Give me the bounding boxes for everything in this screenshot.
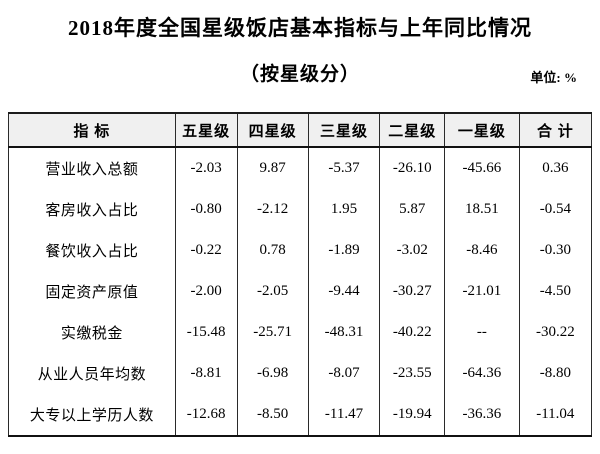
table-cell: -1.89: [307, 230, 381, 271]
row-label: 从业人员年均数: [8, 353, 176, 394]
table-cell: -5.37: [307, 147, 381, 189]
table-cell: -40.22: [379, 312, 446, 353]
table-cell: -0.54: [518, 189, 593, 230]
table-cell: 0.36: [518, 147, 593, 189]
subtitle-row: （按星级分） 单位: %: [0, 62, 600, 88]
table-cell: -2.03: [174, 147, 238, 189]
table-row: 实缴税金 -15.48 -25.71 -48.31 -40.22 -- -30.…: [8, 312, 593, 353]
table-cell: -8.46: [444, 230, 520, 271]
table-cell: 9.87: [236, 147, 309, 189]
table-cell: -2.05: [236, 271, 309, 312]
table-cell: -0.22: [174, 230, 238, 271]
header-four-star: 四星级: [236, 112, 309, 148]
row-label: 实缴税金: [8, 312, 176, 353]
header-indicator: 指 标: [8, 112, 176, 148]
row-label: 营业收入总额: [8, 147, 176, 189]
header-one-star: 一星级: [444, 112, 520, 148]
table-cell: -9.44: [307, 271, 381, 312]
table-cell: -48.31: [307, 312, 381, 353]
header-two-star: 二星级: [379, 112, 446, 148]
table-cell: -8.07: [307, 353, 381, 394]
table-cell: 18.51: [444, 189, 520, 230]
table-cell: -12.68: [174, 394, 238, 437]
row-label: 餐饮收入占比: [8, 230, 176, 271]
table-cell: -36.36: [444, 394, 520, 437]
header-five-star: 五星级: [174, 112, 238, 148]
table-row: 固定资产原值 -2.00 -2.05 -9.44 -30.27 -21.01 -…: [8, 271, 593, 312]
table-cell: -26.10: [379, 147, 446, 189]
table-cell: -21.01: [444, 271, 520, 312]
table-cell: -23.55: [379, 353, 446, 394]
table-cell: -8.81: [174, 353, 238, 394]
table-cell: 1.95: [307, 189, 381, 230]
unit-label: 单位: %: [530, 70, 577, 85]
table-cell: -64.36: [444, 353, 520, 394]
table-cell: -8.50: [236, 394, 309, 437]
table-cell: -0.30: [518, 230, 593, 271]
table-cell: -11.47: [307, 394, 381, 437]
table-cell: 5.87: [379, 189, 446, 230]
table-cell: -4.50: [518, 271, 593, 312]
table-cell: -19.94: [379, 394, 446, 437]
table-cell: -0.80: [174, 189, 238, 230]
table-cell: -2.00: [174, 271, 238, 312]
table-row: 从业人员年均数 -8.81 -6.98 -8.07 -23.55 -64.36 …: [8, 353, 593, 394]
document-page: 2018年度全国星级饭店基本指标与上年同比情况 （按星级分） 单位: % 指 标…: [0, 14, 600, 454]
table-cell: -25.71: [236, 312, 309, 353]
table-cell: -15.48: [174, 312, 238, 353]
table-cell: -30.22: [518, 312, 593, 353]
table-row: 餐饮收入占比 -0.22 0.78 -1.89 -3.02 -8.46 -0.3…: [8, 230, 593, 271]
table-cell: -6.98: [236, 353, 309, 394]
table-cell: -3.02: [379, 230, 446, 271]
header-total: 合 计: [518, 112, 593, 148]
row-label: 大专以上学历人数: [8, 394, 176, 437]
table-cell: -8.80: [518, 353, 593, 394]
table-header-row: 指 标 五星级 四星级 三星级 二星级 一星级 合 计: [8, 112, 593, 148]
table-cell: -2.12: [236, 189, 309, 230]
indicators-table: 指 标 五星级 四星级 三星级 二星级 一星级 合 计 营业收入总额 -2.03…: [8, 112, 593, 437]
table-row: 客房收入占比 -0.80 -2.12 1.95 5.87 18.51 -0.54: [8, 189, 593, 230]
table-cell: -30.27: [379, 271, 446, 312]
header-three-star: 三星级: [307, 112, 381, 148]
page-subtitle: （按星级分）: [239, 64, 360, 85]
table-row: 大专以上学历人数 -12.68 -8.50 -11.47 -19.94 -36.…: [8, 394, 593, 437]
table-cell: -11.04: [518, 394, 593, 437]
page-title: 2018年度全国星级饭店基本指标与上年同比情况: [68, 16, 532, 40]
row-label: 客房收入占比: [8, 189, 176, 230]
row-label: 固定资产原值: [8, 271, 176, 312]
table-cell: 0.78: [236, 230, 309, 271]
table-cell: --: [444, 312, 520, 353]
table-row: 营业收入总额 -2.03 9.87 -5.37 -26.10 -45.66 0.…: [8, 147, 593, 189]
table-cell: -45.66: [444, 147, 520, 189]
